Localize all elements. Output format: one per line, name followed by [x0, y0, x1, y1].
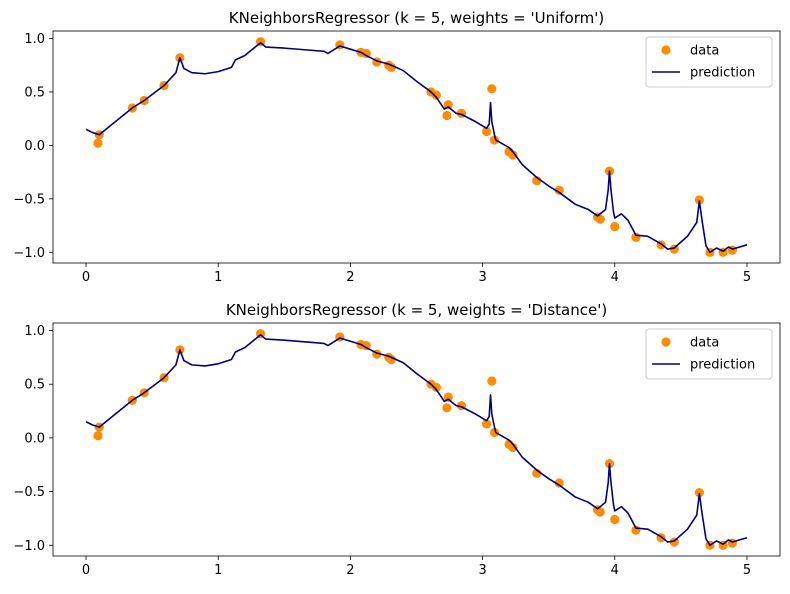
x-tick-label: 4 [611, 270, 619, 285]
y-tick-label: −0.5 [13, 192, 45, 207]
x-tick-label: 1 [214, 563, 222, 578]
data-point [442, 111, 451, 120]
y-tick-label: 0.5 [24, 378, 45, 393]
y-tick-label: 0.0 [24, 139, 45, 154]
legend-label-prediction: prediction [690, 66, 755, 81]
figure: KNeighborsRegressor (k = 5, weights = 'U… [0, 0, 790, 590]
x-tick-label: 3 [478, 270, 486, 285]
data-point [610, 515, 619, 524]
x-tick-label: 4 [611, 563, 619, 578]
legend-data-marker [661, 337, 670, 346]
legend-data-marker [661, 45, 670, 54]
x-tick-label: 0 [82, 563, 90, 578]
x-tick-label: 1 [214, 270, 222, 285]
panel-title: KNeighborsRegressor (k = 5, weights = 'D… [226, 301, 607, 319]
legend: data prediction [646, 37, 772, 87]
y-tick-label: −1.0 [13, 539, 45, 554]
x-tick-label: 2 [346, 563, 354, 578]
y-tick-label: 0.5 [24, 85, 45, 100]
data-point [93, 431, 102, 440]
data-point [442, 403, 451, 412]
data-point [610, 222, 619, 231]
legend: data prediction [646, 329, 772, 379]
x-tick-label: 5 [743, 563, 751, 578]
figure-background [0, 0, 790, 590]
y-tick-label: −0.5 [13, 485, 45, 500]
legend-label-data: data [690, 336, 719, 351]
x-tick-label: 5 [743, 270, 751, 285]
legend-label-data: data [690, 44, 719, 59]
x-tick-label: 3 [478, 563, 486, 578]
data-point [93, 139, 102, 148]
x-tick-label: 0 [82, 270, 90, 285]
y-tick-label: 0.0 [24, 431, 45, 446]
x-tick-label: 2 [346, 270, 354, 285]
data-point [487, 84, 496, 93]
y-tick-label: 1.0 [24, 32, 45, 47]
legend-label-prediction: prediction [690, 358, 755, 373]
y-tick-label: 1.0 [24, 324, 45, 339]
data-point [487, 376, 496, 385]
panel-title: KNeighborsRegressor (k = 5, weights = 'U… [229, 9, 604, 27]
y-tick-label: −1.0 [13, 246, 45, 261]
